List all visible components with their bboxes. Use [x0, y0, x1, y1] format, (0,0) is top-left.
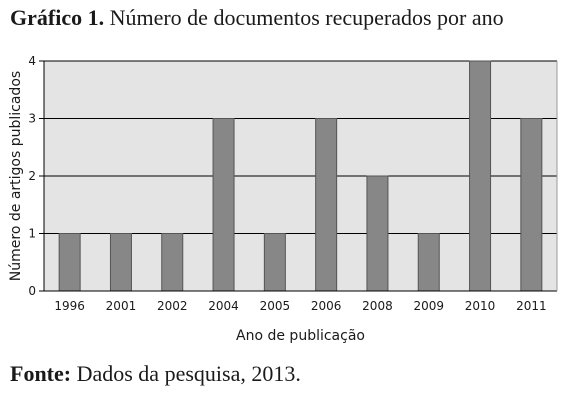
x-tick-label: 2008 — [362, 299, 393, 313]
x-tick-label: 2011 — [516, 299, 547, 313]
y-tick-label: 1 — [28, 227, 36, 241]
y-tick-labels: 0 1 2 3 4 — [28, 54, 36, 298]
x-tick-label: 2005 — [260, 299, 291, 313]
x-tick-label: 2001 — [106, 299, 137, 313]
axes — [39, 60, 558, 292]
bar — [212, 118, 235, 292]
x-tick-label: 2010 — [465, 299, 496, 313]
bar — [58, 233, 81, 292]
chart-title-prefix: Gráfico 1. — [10, 5, 105, 30]
bar — [161, 233, 184, 292]
chart-source: Fonte: Dados da pesquisa, 2013. — [10, 361, 301, 387]
x-tick-label: 2002 — [157, 299, 188, 313]
bar — [520, 118, 543, 292]
bar — [109, 233, 132, 292]
y-tick-label: 4 — [28, 54, 36, 68]
chart-title-text: Número de documentos recuperados por ano — [104, 5, 504, 30]
y-tick-label: 2 — [28, 169, 36, 183]
y-tick-label: 0 — [28, 284, 36, 298]
x-tick-label: 1996 — [54, 299, 85, 313]
chart-source-text: Dados da pesquisa, 2013. — [71, 361, 301, 386]
bar — [366, 175, 389, 292]
chart-source-prefix: Fonte: — [10, 361, 72, 386]
bar — [315, 118, 338, 292]
x-tick-label: 2009 — [413, 299, 444, 313]
x-tick-labels: 1996 2001 2002 2004 2005 2006 2008 2009 2010 2011 — [54, 299, 546, 313]
bars — [58, 60, 543, 292]
bar — [263, 233, 286, 292]
bar — [469, 60, 492, 292]
x-tick-label: 2006 — [311, 299, 342, 313]
y-tick-label: 3 — [28, 112, 36, 126]
y-axis-label: Número de artigos publicados — [8, 71, 24, 281]
chart-title: Gráfico 1. Número de documentos recupera… — [10, 5, 504, 31]
x-tick-label: 2004 — [208, 299, 239, 313]
bar — [417, 233, 440, 292]
x-axis-label: Ano de publicação — [236, 328, 365, 344]
